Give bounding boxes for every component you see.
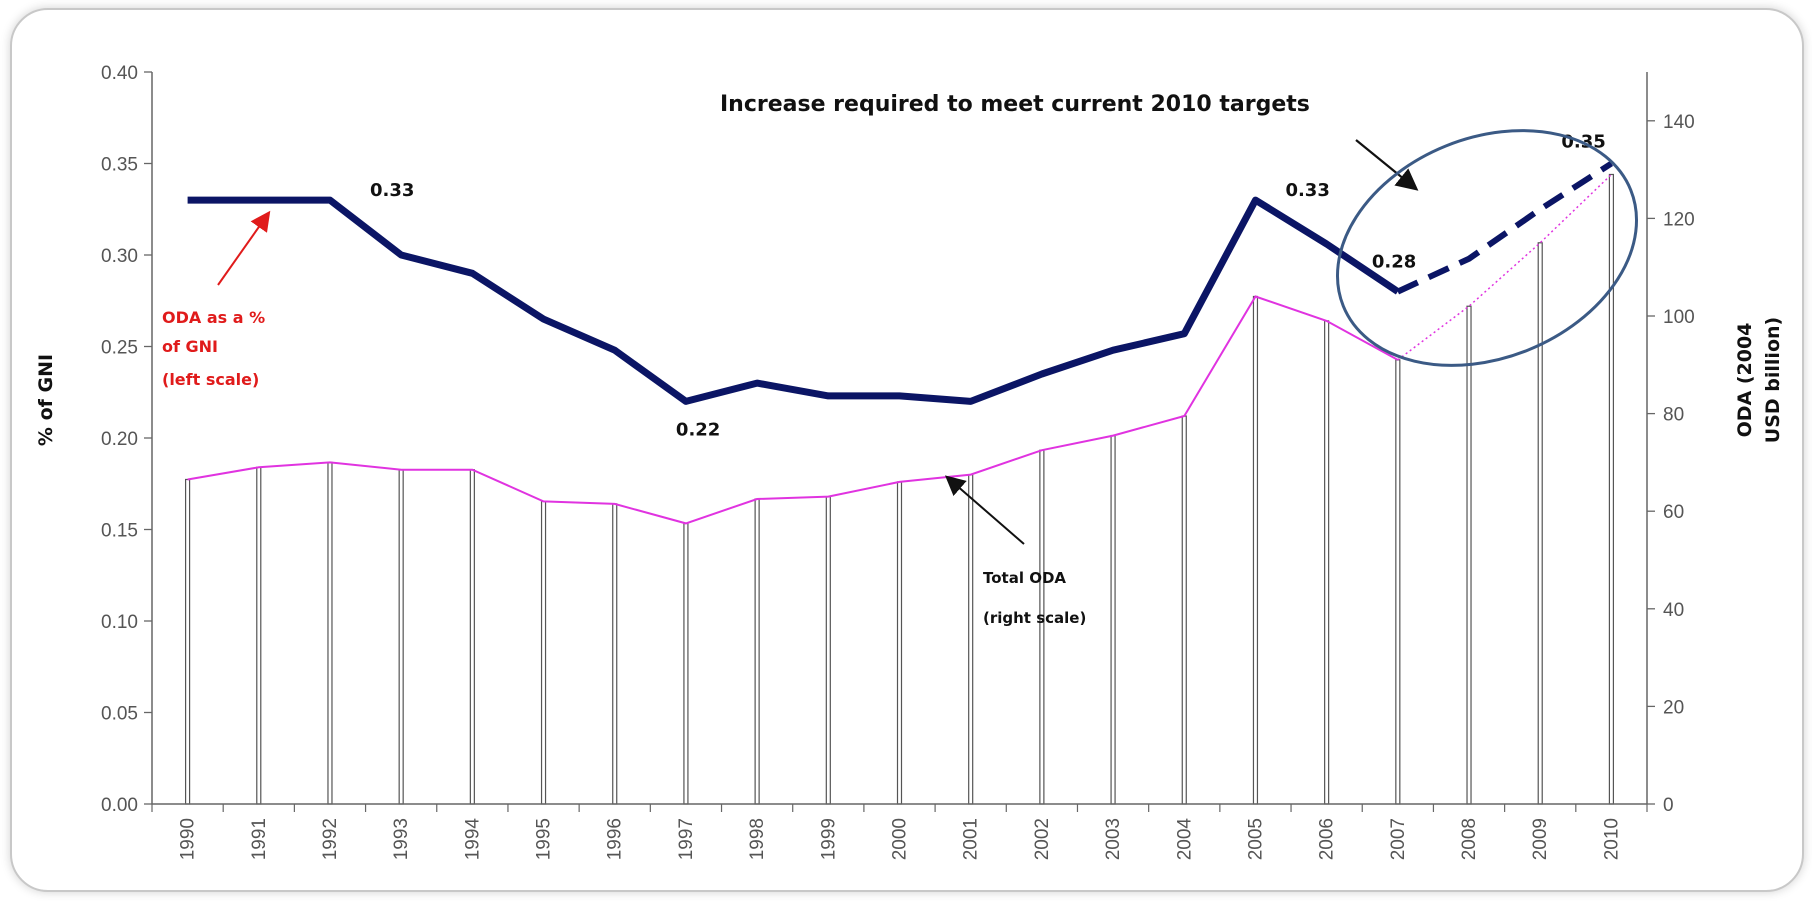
x-tick-label-2006: 2006	[1317, 818, 1338, 860]
x-axis-ticks: 1990 1991 1992 1993 1994 1995 1996 1997 1998 1999…	[151, 804, 1648, 861]
oda-bar-1997	[683, 522, 689, 805]
right-tick-label: 140	[1663, 112, 1695, 133]
right-scale-note: Total ODA (right scale)	[983, 569, 1086, 627]
right-tick-label: 80	[1663, 405, 1684, 426]
x-tick-label-2001: 2001	[961, 818, 982, 860]
x-tick-label-2009: 2009	[1530, 818, 1551, 860]
x-tick-label-1995: 1995	[534, 818, 555, 860]
oda-bar-2006	[1324, 320, 1330, 805]
x-tick-label-2003: 2003	[1103, 818, 1124, 860]
x-tick-label-1997: 1997	[676, 818, 697, 860]
right-tick-label: 40	[1663, 600, 1684, 621]
left-tick-label: 0.05	[101, 704, 138, 725]
oda-bar-1996	[612, 503, 618, 805]
oda-bar-1992	[327, 461, 333, 805]
x-tick-label-1999: 1999	[818, 818, 839, 860]
oda-bar-2010	[1608, 173, 1615, 805]
oda-bar-1990	[184, 478, 191, 805]
x-tick-label-1993: 1993	[391, 818, 412, 860]
data-label-2005: 0.33	[1285, 180, 1329, 201]
x-tick-label-1996: 1996	[605, 818, 626, 860]
left-axis-ticks: 0.00 0.05 0.10 0.15 0.20 0.25 0.30 0.35 0.40	[101, 63, 152, 816]
right-tick-label: 60	[1663, 502, 1684, 523]
x-tick-label-1998: 1998	[747, 818, 768, 860]
oda-bar-1995	[540, 500, 547, 805]
data-label-1992: 0.33	[370, 180, 414, 201]
left-axis-title: % of GNI	[35, 354, 57, 446]
left-tick-label: 0.30	[101, 246, 138, 267]
chart-frame	[10, 8, 1804, 892]
data-label-2007: 0.28	[1372, 252, 1416, 273]
left-tick-label: 0.20	[101, 429, 138, 450]
oda-bar-2008	[1466, 305, 1472, 805]
right-scale-note-line-2: (right scale)	[983, 609, 1086, 627]
x-tick-label-2010: 2010	[1601, 818, 1622, 860]
left-tick-label: 0.40	[101, 63, 138, 84]
x-tick-label-1991: 1991	[249, 818, 270, 860]
target-annotation: Increase required to meet current 2010 t…	[720, 92, 1310, 117]
total-oda-line	[187, 295, 1399, 525]
oda-bar-1998	[754, 498, 760, 805]
left-scale-note-line-3: (left scale)	[162, 370, 259, 389]
left-tick-label: 0.00	[101, 795, 138, 816]
x-tick-label-1990: 1990	[178, 818, 199, 860]
x-tick-label-2000: 2000	[890, 818, 911, 860]
oda-bar-2001	[968, 474, 974, 805]
x-tick-label-2007: 2007	[1388, 818, 1409, 860]
projection-ellipse	[1335, 129, 1639, 367]
oda-bar-2009	[1537, 242, 1543, 805]
right-axis-ticks: 0 20 40 60 80 100 120 140	[1647, 112, 1695, 816]
left-scale-note-line-1: ODA as a %	[162, 308, 265, 327]
x-tick-label-2008: 2008	[1459, 818, 1480, 860]
oda-bar-2005	[1252, 295, 1259, 805]
data-label-1997: 0.22	[676, 419, 720, 440]
right-tick-label: 100	[1663, 307, 1695, 328]
right-axis-title-line-2: USD billion)	[1762, 317, 1784, 443]
target-arrow	[1355, 139, 1419, 191]
oda-bar-2007	[1395, 359, 1401, 805]
series-lines	[187, 160, 1614, 525]
x-tick-label-1994: 1994	[462, 818, 483, 861]
x-tick-label-1992: 1992	[320, 818, 341, 860]
x-tick-label-2005: 2005	[1245, 818, 1266, 860]
oda-bar-2003	[1110, 434, 1116, 805]
total-oda-projection-line	[1397, 173, 1612, 361]
right-tick-label: 0	[1663, 795, 1674, 816]
right-scale-note-line-1: Total ODA	[983, 569, 1066, 587]
oda-gni-projection-line	[1396, 160, 1614, 295]
oda-bar-1991	[256, 466, 262, 805]
x-tick-label-2002: 2002	[1032, 818, 1053, 860]
oda-gni-line	[187, 196, 1400, 405]
oda-bar-2004	[1181, 415, 1187, 805]
right-scale-arrow	[944, 475, 1025, 545]
left-scale-note-line-2: of GNI	[162, 337, 218, 356]
left-tick-label: 0.25	[101, 338, 138, 359]
left-tick-label: 0.35	[101, 155, 138, 176]
right-tick-label: 120	[1663, 209, 1695, 230]
oda-bar-2002	[1039, 449, 1045, 805]
right-tick-label: 20	[1663, 697, 1684, 718]
oda-bar-1999	[825, 495, 831, 805]
x-tick-label-2004: 2004	[1174, 818, 1195, 861]
left-tick-label: 0.15	[101, 521, 138, 542]
oda-bar-1994	[469, 469, 475, 805]
oda-bar-1993	[398, 469, 404, 805]
oda-bar-2000	[896, 481, 903, 805]
left-scale-note: ODA as a % of GNI (left scale)	[162, 308, 265, 389]
left-scale-arrow	[217, 210, 271, 286]
right-axis-title-line-1: ODA (2004	[1734, 323, 1756, 438]
left-tick-label: 0.10	[101, 612, 138, 633]
right-axis-title: ODA (2004 USD billion)	[1734, 317, 1784, 443]
